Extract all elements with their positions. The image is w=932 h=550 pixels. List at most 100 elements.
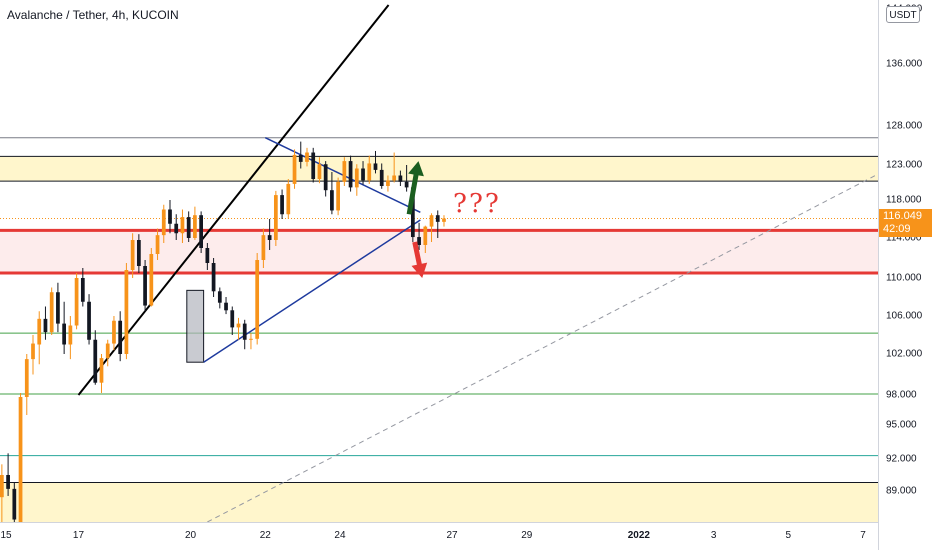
- candle-body: [286, 183, 291, 215]
- price-tick-label: 95.000: [886, 419, 917, 431]
- candle-body: [31, 343, 35, 360]
- candle-body: [361, 168, 365, 181]
- price-zone: [0, 230, 878, 273]
- candle-body: [168, 209, 172, 224]
- candle-body: [323, 164, 328, 191]
- time-tick-label: 15: [0, 530, 12, 541]
- candle-body: [292, 154, 297, 184]
- candle-body: [354, 168, 359, 188]
- candle-body: [442, 218, 446, 222]
- last-price-value: 116.049: [883, 209, 922, 222]
- question-marks-annotation: ???: [453, 189, 501, 219]
- candle-body: [149, 254, 154, 306]
- candle-body: [429, 215, 434, 227]
- candle-body: [224, 302, 228, 311]
- candle-body: [130, 240, 135, 270]
- candle-body: [410, 187, 415, 238]
- candle-body: [43, 318, 48, 333]
- candle-body: [155, 235, 160, 254]
- candle-body: [379, 169, 384, 186]
- candle-body: [205, 248, 210, 263]
- candle-body: [342, 161, 347, 182]
- time-tick-label: 24: [334, 530, 346, 541]
- consolidation-box: [186, 289, 205, 363]
- chart-plot-area[interactable]: Avalanche / Tether, 4h, KUCOIN ???: [0, 0, 878, 522]
- candle-body: [255, 260, 260, 339]
- time-tick-label: 20: [184, 530, 197, 541]
- time-tick-label: 3: [710, 530, 717, 541]
- candle-body: [280, 195, 284, 215]
- candle-body: [199, 215, 203, 248]
- currency-button[interactable]: USDT: [886, 6, 920, 23]
- candle-body: [6, 475, 10, 489]
- candle-body: [330, 190, 334, 211]
- candle-body: [417, 237, 421, 245]
- time-axis[interactable]: 15 17 20 22 24 27 29 2022 3 5 7: [0, 522, 878, 550]
- candle-body: [80, 278, 85, 302]
- price-tick-label: 114.000: [886, 232, 922, 244]
- candle-body: [136, 240, 141, 266]
- candle-body: [37, 318, 42, 345]
- price-tick-label: 110.000: [886, 272, 922, 284]
- candle-body: [18, 397, 23, 522]
- candle-body: [180, 217, 185, 234]
- trendline: [77, 4, 390, 396]
- candle-body: [336, 181, 340, 211]
- candle-body: [93, 339, 98, 383]
- trendline: [203, 219, 421, 363]
- candle-body: [236, 323, 241, 328]
- candle-body: [348, 161, 353, 188]
- price-tick-label: 102.000: [886, 348, 923, 360]
- price-tick-label: 128.000: [886, 120, 923, 132]
- candle-body: [49, 292, 54, 333]
- candle-body: [211, 263, 216, 292]
- candle-body: [273, 195, 278, 240]
- candle-body: [404, 181, 409, 188]
- candle-body: [124, 270, 129, 354]
- candle-body: [435, 215, 440, 222]
- candle-body: [217, 291, 222, 303]
- candle-body: [24, 359, 29, 397]
- time-tick-label: 7: [860, 530, 866, 541]
- candle-body: [261, 235, 266, 260]
- bar-countdown: 42:09: [883, 222, 911, 235]
- price-tick-label: 92.000: [886, 453, 917, 465]
- trendline: [207, 173, 878, 522]
- time-tick-label: 22: [259, 530, 271, 541]
- candle-body: [230, 310, 235, 328]
- price-tick-label: 89.000: [886, 485, 917, 497]
- arrow-up-icon: [406, 161, 424, 215]
- candlestick-chart[interactable]: [0, 0, 878, 522]
- candle-body: [298, 154, 303, 162]
- candle-body: [105, 343, 110, 359]
- candle-body: [74, 278, 79, 326]
- candle-body: [386, 180, 390, 186]
- price-tick-label: 106.000: [886, 310, 923, 322]
- candle-body: [311, 152, 316, 179]
- arrow-down-icon: [411, 241, 428, 278]
- candle-body: [305, 152, 309, 162]
- price-tick-label: 118.000: [886, 194, 922, 206]
- candle-body: [56, 292, 60, 324]
- candle-body: [193, 215, 197, 238]
- time-tick-label: 29: [521, 530, 533, 541]
- candle-body: [423, 226, 428, 245]
- candle-body: [62, 323, 67, 345]
- candle-body: [99, 358, 104, 383]
- chart-title: Avalanche / Tether, 4h, KUCOIN: [7, 8, 179, 22]
- candle-body: [87, 301, 91, 340]
- time-tick-label: 5: [785, 530, 792, 541]
- candle-body: [12, 488, 17, 520]
- price-tick-label: 123.000: [886, 159, 923, 171]
- price-zone: [0, 156, 878, 182]
- candle-body: [367, 163, 372, 181]
- candle-body: [186, 217, 191, 238]
- candle-body: [249, 338, 253, 340]
- price-tick-label: 98.000: [886, 389, 917, 401]
- last-price-label: 116.049 42:09: [879, 208, 932, 237]
- candle-body: [174, 223, 179, 234]
- candle-body: [143, 266, 147, 306]
- candle-body: [373, 163, 378, 170]
- price-axis[interactable]: 89.000 92.000 95.000 98.000 102.000 106.000 11…: [878, 0, 932, 550]
- price-tick-label: 136.000: [886, 58, 923, 70]
